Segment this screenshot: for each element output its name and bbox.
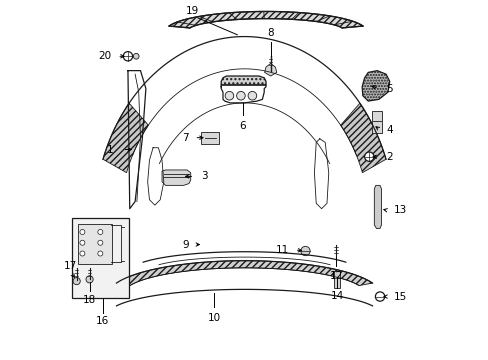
Text: 15: 15 xyxy=(392,292,406,302)
Circle shape xyxy=(80,229,85,234)
Text: 8: 8 xyxy=(267,28,273,39)
Text: 17: 17 xyxy=(63,261,77,271)
FancyBboxPatch shape xyxy=(371,111,381,133)
Text: 16: 16 xyxy=(96,316,109,326)
Text: 19: 19 xyxy=(185,6,199,16)
Polygon shape xyxy=(221,76,265,85)
Text: 9: 9 xyxy=(182,239,188,249)
Circle shape xyxy=(98,229,102,234)
Circle shape xyxy=(98,240,102,245)
Circle shape xyxy=(236,91,244,100)
FancyBboxPatch shape xyxy=(78,224,112,264)
Text: 20: 20 xyxy=(99,51,112,61)
Circle shape xyxy=(123,51,132,61)
Polygon shape xyxy=(169,12,362,28)
FancyBboxPatch shape xyxy=(201,132,219,144)
Polygon shape xyxy=(340,103,385,173)
Text: 4: 4 xyxy=(386,125,392,135)
Polygon shape xyxy=(116,261,372,285)
Text: 14: 14 xyxy=(330,291,343,301)
Circle shape xyxy=(80,251,85,256)
Text: 11: 11 xyxy=(276,245,289,255)
Text: 5: 5 xyxy=(386,84,392,94)
Polygon shape xyxy=(264,63,276,76)
Circle shape xyxy=(300,246,309,256)
Polygon shape xyxy=(362,71,389,101)
Text: 18: 18 xyxy=(83,295,96,305)
Circle shape xyxy=(73,278,80,285)
Text: 10: 10 xyxy=(207,313,220,323)
Circle shape xyxy=(133,53,139,59)
Circle shape xyxy=(247,91,256,100)
Polygon shape xyxy=(103,103,148,173)
Polygon shape xyxy=(162,170,190,185)
FancyBboxPatch shape xyxy=(72,218,129,298)
Text: 12: 12 xyxy=(328,271,342,282)
Text: 13: 13 xyxy=(392,206,406,216)
Text: 2: 2 xyxy=(386,152,392,162)
Circle shape xyxy=(86,276,93,283)
Circle shape xyxy=(98,251,102,256)
Text: 7: 7 xyxy=(182,133,188,143)
Circle shape xyxy=(80,240,85,245)
Text: 3: 3 xyxy=(201,171,208,181)
Circle shape xyxy=(375,292,384,301)
FancyBboxPatch shape xyxy=(333,271,340,288)
Text: 6: 6 xyxy=(239,121,245,131)
Circle shape xyxy=(224,91,233,100)
Polygon shape xyxy=(373,185,381,228)
Text: 1: 1 xyxy=(107,144,113,154)
Circle shape xyxy=(364,152,373,161)
